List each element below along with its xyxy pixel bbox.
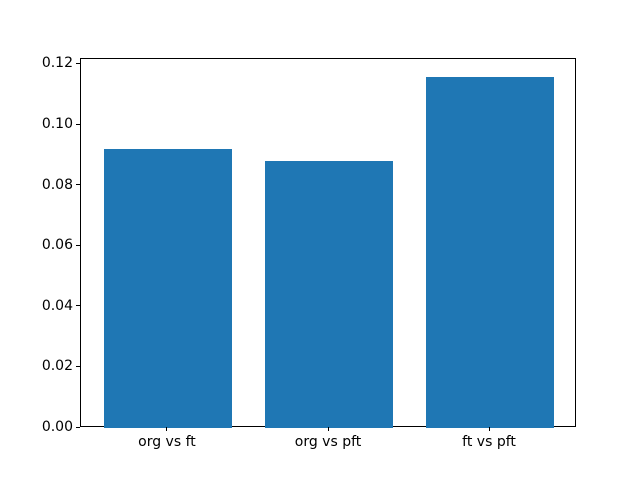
y-tick-label: 0.02: [41, 358, 73, 375]
y-tick-label: 0.04: [41, 297, 73, 314]
y-tick-mark: [76, 365, 80, 367]
y-tick-label: 0.08: [41, 176, 73, 193]
bar: [103, 149, 233, 428]
x-tick-mark: [488, 427, 490, 431]
bar: [264, 161, 394, 428]
y-tick-mark: [76, 426, 80, 428]
y-tick-label: 0.06: [41, 237, 73, 254]
y-tick-mark: [76, 244, 80, 246]
y-tick-mark: [76, 305, 80, 307]
x-tick-mark: [327, 427, 329, 431]
plot-area: [80, 58, 576, 428]
x-tick-mark: [166, 427, 168, 431]
y-tick-mark: [76, 184, 80, 186]
bar: [425, 76, 555, 428]
y-tick-mark: [76, 62, 80, 64]
x-tick-label: org vs ft: [138, 434, 196, 450]
y-tick-label: 0.10: [41, 116, 73, 133]
y-tick-label: 0.12: [41, 55, 73, 72]
y-tick-mark: [76, 123, 80, 125]
x-tick-label: org vs pft: [294, 434, 362, 450]
y-tick-label: 0.00: [41, 419, 73, 435]
x-tick-label: ft vs pft: [462, 434, 516, 450]
